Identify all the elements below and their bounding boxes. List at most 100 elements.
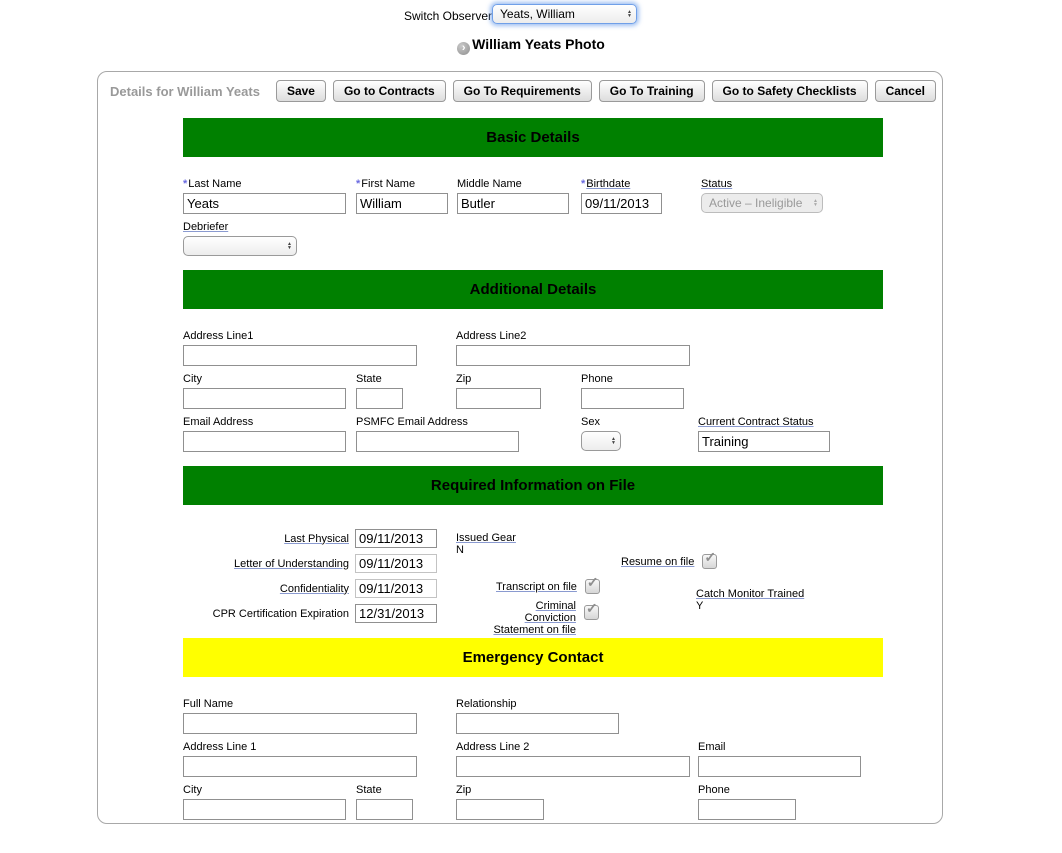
last-name-input[interactable] <box>183 193 346 214</box>
birthdate-input[interactable] <box>581 193 662 214</box>
ec-full-name-input[interactable] <box>183 713 417 734</box>
debriefer-label[interactable]: Debriefer <box>183 221 229 233</box>
email-address-input[interactable] <box>183 431 346 452</box>
ec-address-line2-field: Address Line 2 <box>456 741 690 777</box>
details-panel: Details for William Yeats Save Go to Con… <box>97 71 943 824</box>
catch-monitor-trained-label[interactable]: Catch Monitor Trained <box>696 588 805 600</box>
go-to-contracts-button[interactable]: Go to Contracts <box>332 80 446 102</box>
required-info-section: Last Physical Letter of Understanding Co… <box>183 526 883 636</box>
transcript-on-file-checkbox[interactable]: ✓ <box>584 574 600 594</box>
sex-select[interactable]: ▲ ▼ <box>581 431 621 451</box>
photo-link[interactable]: › William Yeats Photo <box>457 36 605 55</box>
criminal-conviction-label-line2[interactable]: Statement on file <box>493 624 576 636</box>
cpr-certification-expiration-input[interactable] <box>355 604 437 623</box>
ec-state-label: State <box>356 784 382 796</box>
address-line2-field: Address Line2 <box>456 330 690 366</box>
state-field: State <box>356 373 403 409</box>
current-contract-status-label[interactable]: Current Contract Status <box>698 416 814 428</box>
resume-on-file-label[interactable]: Resume on file <box>621 555 695 568</box>
first-name-input[interactable] <box>356 193 448 214</box>
ec-address-line2-label: Address Line 2 <box>456 741 530 753</box>
switch-observer-select[interactable]: Yeats, William ▲ ▼ <box>492 4 637 24</box>
ec-city-field: City <box>183 784 346 820</box>
transcript-on-file-label[interactable]: Transcript on file <box>496 580 577 593</box>
phone-input[interactable] <box>581 388 684 409</box>
birthdate-field: *Birthdate <box>581 178 662 214</box>
emergency-contact-header: Emergency Contact <box>183 638 883 677</box>
ec-relationship-input[interactable] <box>456 713 619 734</box>
ec-zip-input[interactable] <box>456 799 544 820</box>
email-address-label: Email Address <box>183 416 254 428</box>
ec-state-input[interactable] <box>356 799 413 820</box>
middle-name-label: Middle Name <box>457 178 522 190</box>
ec-email-input[interactable] <box>698 756 861 777</box>
address-line1-field: Address Line1 <box>183 330 417 366</box>
checkmark-icon: ✓ <box>586 600 598 616</box>
resume-on-file-checkbox[interactable]: ✓ <box>702 549 718 569</box>
select-stepper-icon: ▲ ▼ <box>627 9 632 19</box>
debriefer-field: Debriefer ▲ ▼ <box>183 221 297 256</box>
zip-field: Zip <box>456 373 541 409</box>
criminal-conviction-label-line1[interactable]: Criminal Conviction <box>524 600 576 624</box>
debriefer-select[interactable]: ▲ ▼ <box>183 236 297 256</box>
additional-details-header: Additional Details <box>183 270 883 309</box>
birthdate-label[interactable]: Birthdate <box>586 178 631 190</box>
resume-on-file-field: Resume on file ✓ <box>621 549 718 569</box>
criminal-conviction-field: Criminal Conviction Statement on file ✓ <box>483 600 599 636</box>
issued-gear-field: Issued Gear N <box>456 532 516 556</box>
last-name-field: *Last Name <box>183 178 346 214</box>
address-line1-label: Address Line1 <box>183 330 254 342</box>
city-input[interactable] <box>183 388 346 409</box>
ec-city-input[interactable] <box>183 799 346 820</box>
cancel-button[interactable]: Cancel <box>874 80 936 102</box>
ec-address-line1-field: Address Line 1 <box>183 741 417 777</box>
ec-phone-input[interactable] <box>698 799 796 820</box>
cpr-certification-expiration-label: CPR Certification Expiration <box>212 607 349 620</box>
ec-email-label: Email <box>698 741 726 753</box>
status-select-value: Active – Ineligible <box>709 196 803 210</box>
go-to-safety-checklists-button[interactable]: Go to Safety Checklists <box>711 80 868 102</box>
first-name-label: First Name <box>361 178 416 190</box>
address-line1-input[interactable] <box>183 345 417 366</box>
ec-phone-field: Phone <box>698 784 796 820</box>
last-name-label: Last Name <box>188 178 242 190</box>
state-input[interactable] <box>356 388 403 409</box>
psmfc-email-input[interactable] <box>356 431 519 452</box>
status-select[interactable]: Active – Ineligible ▲ ▼ <box>701 193 823 213</box>
status-label[interactable]: Status <box>701 178 733 190</box>
go-to-training-button[interactable]: Go To Training <box>598 80 705 102</box>
required-asterisk: * <box>356 178 361 190</box>
checkmark-icon: ✓ <box>704 549 717 565</box>
sex-label: Sex <box>581 416 600 428</box>
save-button[interactable]: Save <box>275 80 326 102</box>
ec-address-line2-input[interactable] <box>456 756 690 777</box>
required-asterisk: * <box>581 178 586 190</box>
last-physical-input[interactable] <box>355 529 437 548</box>
checkmark-icon: ✓ <box>586 574 599 590</box>
email-address-field: Email Address <box>183 416 346 452</box>
current-contract-status-field: Current Contract Status <box>698 416 830 452</box>
zip-input[interactable] <box>456 388 541 409</box>
last-physical-label[interactable]: Last Physical <box>284 532 349 545</box>
current-contract-status-input[interactable] <box>698 431 830 452</box>
ec-address-line1-input[interactable] <box>183 756 417 777</box>
letter-of-understanding-label[interactable]: Letter of Understanding <box>234 557 349 570</box>
criminal-conviction-checkbox[interactable]: ✓ <box>584 600 599 620</box>
switch-observer-select-value: Yeats, William <box>500 7 575 21</box>
catch-monitor-trained-value: Y <box>696 600 704 612</box>
confidentiality-input[interactable] <box>355 579 437 598</box>
ec-full-name-label: Full Name <box>183 698 234 710</box>
address-line2-input[interactable] <box>456 345 690 366</box>
issued-gear-value: N <box>456 544 464 556</box>
letter-of-understanding-input[interactable] <box>355 554 437 573</box>
confidentiality-label[interactable]: Confidentiality <box>279 582 349 595</box>
go-to-requirements-button[interactable]: Go To Requirements <box>452 80 592 102</box>
issued-gear-label[interactable]: Issued Gear <box>456 532 516 544</box>
required-asterisk: * <box>183 178 188 190</box>
ec-zip-field: Zip <box>456 784 544 820</box>
ec-phone-label: Phone <box>698 784 730 796</box>
toolbar: Details for William Yeats Save Go to Con… <box>98 72 942 104</box>
middle-name-input[interactable] <box>457 193 569 214</box>
ec-email-field: Email <box>698 741 861 777</box>
